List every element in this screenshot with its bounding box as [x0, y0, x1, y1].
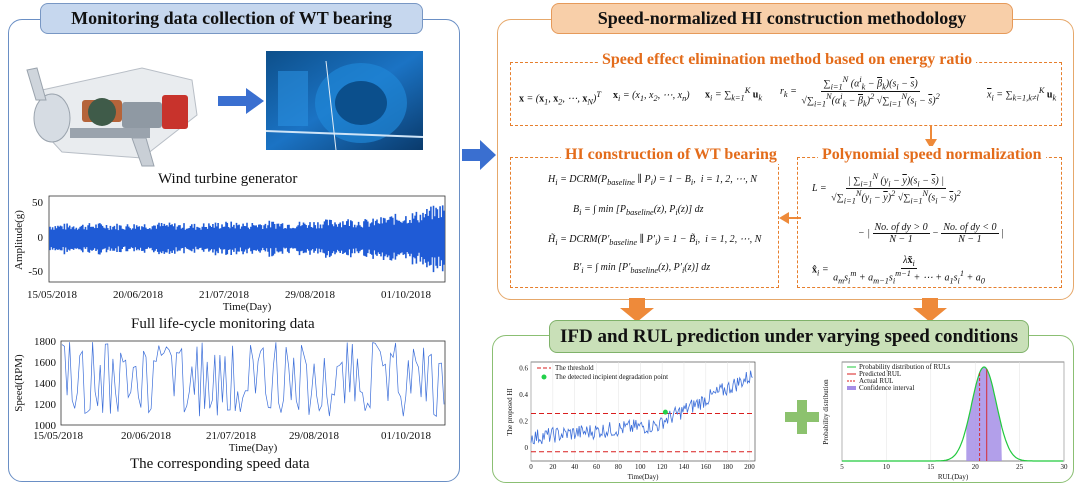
hi-xtick-1: 20: [549, 463, 557, 471]
rul-xtick-4: 25: [1016, 463, 1024, 471]
energy-ratio-title: Speed effect elimination method based on…: [598, 51, 977, 69]
amp-xlabel: Time(Day): [223, 301, 272, 313]
speed-xtick-1: 20/06/2018: [121, 430, 172, 442]
speed-ytick-1400: 1400: [34, 378, 57, 390]
speed-chart: 1800 1600 1400 1200 1000 Speed(RPM) 15/0…: [14, 335, 454, 455]
speed-ytick-1800: 1800: [34, 336, 57, 348]
amp-ylabel: Amplitude(g): [14, 210, 25, 270]
legend-point-swatch: [541, 374, 547, 380]
bearing-photo: [266, 51, 423, 150]
blue-arrow-right-icon: [218, 88, 264, 114]
blue-arrow-right-icon: [462, 140, 496, 170]
legend-interval-swatch: [847, 386, 856, 390]
formula-bi: Bi = ∫ min [Pbaseline(z), Pi(z)] dz: [573, 204, 704, 217]
detected-degradation-point: [662, 409, 668, 415]
hi-xtick-10: 200: [744, 463, 755, 471]
speed-xtick-4: 01/10/2018: [381, 430, 432, 442]
hi-xtick-4: 80: [615, 463, 623, 471]
orange-arrow-down-icon: [620, 298, 654, 322]
methodology-panel-title: Speed-normalized HI construction methodo…: [551, 3, 1013, 34]
formula-hi-tilde: H̃i = DCRM(P′baseline ∥ P′i) = 1 − B̃i, …: [548, 234, 762, 247]
orange-arrow-down-icon: [925, 125, 937, 149]
rul-xtick-3: 20: [972, 463, 980, 471]
speed-xtick-0: 15/05/2018: [33, 430, 84, 442]
formula-xi-sum: xi = ∑k=1K uk: [705, 86, 763, 103]
hi-xtick-9: 180: [722, 463, 733, 471]
amp-xtick-0: 15/05/2018: [27, 289, 78, 301]
amp-xtick-4: 01/10/2018: [381, 289, 432, 301]
hi-ytick-0: 0.6: [519, 365, 528, 373]
hi-construction-title: HI construction of WT bearing: [561, 146, 781, 164]
hi-ylabel: The proposed HI: [506, 388, 514, 436]
formula-L: L = | ∑i=1N (yi − y)(si − s) | √∑i=1N(yi …: [812, 172, 961, 206]
rul-xlabel: RUL(Day): [938, 473, 969, 481]
plus-icon: [785, 400, 819, 434]
rul-xtick-2: 15: [927, 463, 935, 471]
rul-legend-2: Actual RUL: [859, 377, 893, 385]
hi-legend-threshold: The threshold: [555, 364, 594, 372]
speed-xlabel: Time(Day): [229, 442, 278, 454]
hi-xtick-2: 40: [571, 463, 579, 471]
hi-xtick-8: 160: [701, 463, 712, 471]
rul-legend-0: Probability distribution of RULs: [859, 363, 950, 371]
amplitude-signal: [49, 205, 445, 273]
amp-xtick-3: 29/08/2018: [285, 289, 336, 301]
formula-xi-vector: xi = (x1, x2, ⋯, xn): [613, 90, 690, 103]
rul-chart: Probability distribution of RULs Predict…: [820, 357, 1070, 482]
speed-ytick-1600: 1600: [34, 357, 57, 369]
formula-hi: Hi = DCRM(Pbaseline ∥ Pi) = 1 − Bi, i = …: [548, 174, 757, 187]
speed-ytick-1200: 1200: [34, 399, 57, 411]
polynomial-normalization-title: Polynomial speed normalization: [818, 146, 1046, 164]
hi-xtick-7: 140: [679, 463, 690, 471]
amp-ytick-neg50: -50: [28, 266, 43, 278]
hi-ytick-3: 0: [525, 444, 529, 452]
rul-ylabel: Probability distribution: [822, 379, 830, 445]
rul-distribution-curve: [842, 366, 1064, 462]
amp-ytick-50: 50: [32, 197, 44, 209]
formula-x-hat: x̂i = λx̃i amsim + am−1sim−1 + ⋯ + a1si1 …: [812, 255, 985, 286]
formula-x-vector: x = (x1, x2, ⋯, xN)T: [519, 90, 601, 107]
hi-series: [530, 370, 753, 445]
hi-ytick-2: 0.2: [519, 417, 528, 425]
speed-xtick-3: 29/08/2018: [289, 430, 340, 442]
full-lifecycle-caption: Full life-cycle monitoring data: [131, 316, 315, 332]
rul-xtick-1: 10: [883, 463, 891, 471]
speed-series: [61, 342, 445, 417]
speed-ylabel: Speed(RPM): [14, 354, 25, 412]
hi-xtick-6: 120: [657, 463, 668, 471]
formula-xtilde: xi = ∑k=1,k≠lK uk: [987, 86, 1057, 103]
hi-xlabel: Time(Day): [628, 473, 660, 481]
turbine-nacelle-illustration: [26, 67, 198, 167]
rul-xtick-5: 30: [1061, 463, 1069, 471]
confidence-interval-area: [966, 367, 1002, 461]
amp-xtick-2: 21/07/2018: [199, 289, 250, 301]
speed-ytick-1000: 1000: [34, 420, 57, 432]
hi-ytick-1: 0.4: [519, 391, 528, 399]
speed-caption: The corresponding speed data: [130, 456, 310, 472]
hi-chart: The threshold The detected incipient deg…: [505, 357, 760, 482]
formula-rk: rk = ∑i=1N (αik − βk)(si − s) √∑i=1N(αik …: [780, 75, 940, 109]
rul-legend-1: Predicted RUL: [859, 370, 901, 378]
left-panel-title: Monitoring data collection of WT bearing: [40, 3, 423, 34]
speed-xtick-2: 21/07/2018: [206, 430, 257, 442]
orange-arrow-down-icon: [913, 298, 947, 322]
hi-xtick-0: 0: [529, 463, 533, 471]
orange-arrow-left-icon: [779, 212, 801, 224]
amp-xtick-1: 20/06/2018: [113, 289, 164, 301]
rul-xtick-0: 5: [840, 463, 844, 471]
formula-bi-prime: B′i = ∫ min [P′baseline(z), P′i(z)] dz: [573, 262, 711, 275]
hi-xtick-5: 100: [635, 463, 646, 471]
hi-legend-point: The detected incipient degradation point: [555, 373, 668, 381]
hi-xtick-3: 60: [593, 463, 601, 471]
amplitude-chart: 50 0 -50 Amplitude(g) 15/05/2018 20/06/2…: [14, 190, 454, 315]
prediction-panel-title: IFD and RUL prediction under varying spe…: [549, 320, 1029, 353]
amp-ytick-0: 0: [38, 232, 44, 244]
rul-legend-3: Confidence interval: [859, 384, 914, 392]
turbine-caption: Wind turbine generator: [158, 171, 298, 187]
